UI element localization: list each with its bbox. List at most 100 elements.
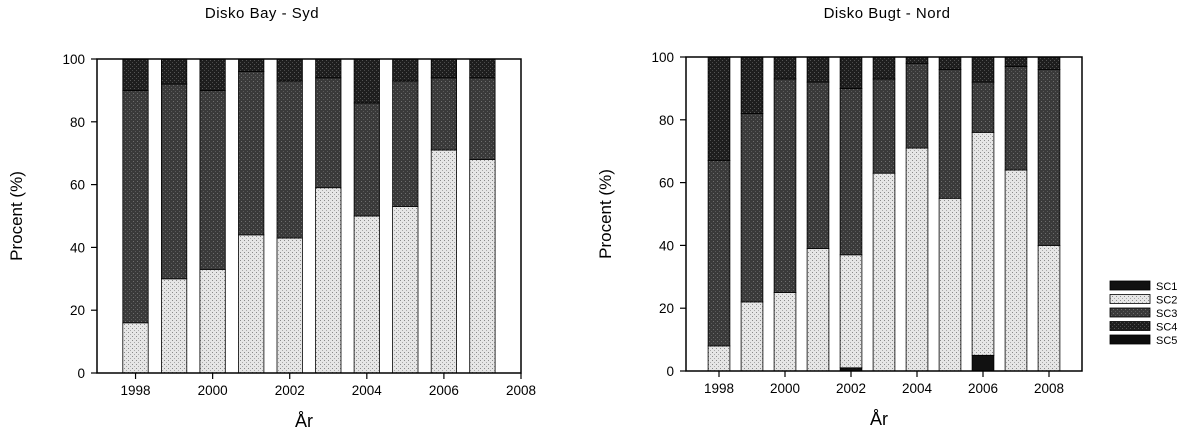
bar-segment-sc2-1998 <box>707 345 731 372</box>
bar-segment-sc4-2006 <box>971 56 995 83</box>
legend-swatch-sc1 <box>1109 280 1151 291</box>
bar-segment-sc2-2006 <box>430 149 458 374</box>
plot-frame <box>96 58 522 374</box>
bar-segment-sc3-2004 <box>353 102 380 217</box>
bar-segment-sc3-2003 <box>872 78 896 174</box>
bar-segment-sc2-2001 <box>238 234 265 374</box>
legend-swatch-sc2 <box>1109 294 1151 304</box>
y-tick-label: 100 <box>651 50 674 65</box>
legend-label-sc3: SC3 <box>1156 308 1177 320</box>
y-tick-label: 80 <box>659 113 674 128</box>
bar-segment-sc4-1999 <box>740 56 764 114</box>
bar-segment-sc2-2000 <box>773 292 797 372</box>
bar-segment-sc4-2004 <box>353 58 380 104</box>
bar-segment-sc2-2004 <box>905 147 929 372</box>
legend-swatch-sc5 <box>1109 334 1151 345</box>
legend-label-sc4: SC4 <box>1156 322 1177 334</box>
bar-segment-sc1-2006 <box>971 354 995 372</box>
bar-segment-sc2-2005 <box>938 197 962 372</box>
bar-segment-sc2-2007 <box>469 159 496 374</box>
y-tick-label: 60 <box>70 178 85 193</box>
legend-label-sc5: SC5 <box>1156 335 1177 347</box>
bar-segment-sc4-2000 <box>773 56 797 80</box>
x-tick-label: 2002 <box>275 383 305 398</box>
bar-segment-sc4-2008 <box>1037 56 1061 71</box>
bar-segment-sc3-2005 <box>392 80 419 207</box>
bar-segment-sc4-2002 <box>276 58 303 82</box>
bar-segment-sc2-2006 <box>971 131 995 356</box>
x-tick-label: 1998 <box>704 381 734 396</box>
legend-label-sc2: SC2 <box>1156 295 1177 307</box>
bar-segment-sc4-2006 <box>430 58 458 79</box>
bar-segment-sc4-2003 <box>872 56 896 80</box>
x-tick-label: 2008 <box>506 383 536 398</box>
bar-segment-sc3-2005 <box>938 69 962 199</box>
bar-segment-sc4-1999 <box>160 58 188 85</box>
bar-segment-sc2-1999 <box>160 278 188 374</box>
bar-segment-sc3-2007 <box>469 77 496 160</box>
bar-segment-sc3-1998 <box>122 90 149 324</box>
bar-segment-sc4-2001 <box>806 56 830 83</box>
y-axis-label: Procent (%) <box>7 171 26 261</box>
bar-segment-sc2-2001 <box>806 248 830 372</box>
y-tick-label: 40 <box>659 238 674 253</box>
y-tick-label: 0 <box>666 364 674 379</box>
x-tick-label: 2004 <box>352 383 383 398</box>
x-tick-label: 1998 <box>121 383 151 398</box>
bar-segment-sc4-2005 <box>392 58 419 82</box>
bar-segment-sc4-2003 <box>315 58 342 79</box>
y-tick-label: 40 <box>70 240 85 255</box>
legend-swatch-sc3 <box>1109 307 1151 318</box>
y-tick-label: 100 <box>62 52 85 67</box>
bar-segment-sc4-1998 <box>122 58 149 91</box>
bar-segment-sc3-2006 <box>971 81 995 133</box>
bar-segment-sc3-2003 <box>315 77 342 189</box>
plot-frame <box>685 56 1083 372</box>
x-tick-label: 2006 <box>429 383 459 398</box>
bar-segment-sc4-2002 <box>839 56 863 89</box>
bar-segment-sc2-2004 <box>353 215 380 374</box>
bar-segment-sc4-2000 <box>199 58 226 91</box>
y-tick-label: 60 <box>659 176 674 191</box>
bar-segment-sc4-2007 <box>469 58 496 79</box>
bar-segment-sc2-2008 <box>1037 244 1061 372</box>
y-tick-label: 0 <box>77 366 85 381</box>
bar-segment-sc3-1998 <box>707 160 731 347</box>
y-axis-label: Procent (%) <box>596 169 615 259</box>
bar-segment-sc2-2003 <box>315 187 342 374</box>
bar-segment-sc4-1998 <box>707 56 731 161</box>
bar-segment-sc2-2002 <box>276 237 303 374</box>
bar-segment-sc3-2001 <box>806 81 830 249</box>
bar-segment-sc2-2003 <box>872 172 896 372</box>
bar-segment-sc3-2002 <box>839 88 863 256</box>
chart-panel-disko-bay-syd: Disko Bay - Syd 0 20 40 60 80 100 1998 2000 2002 2… <box>7 5 536 431</box>
bar-segment-sc3-2000 <box>773 78 797 293</box>
bar-segment-sc4-2005 <box>938 56 962 71</box>
legend-swatch-sc4 <box>1109 321 1151 331</box>
chart-title: Disko Bugt - Nord <box>824 5 951 22</box>
x-tick-label: 2006 <box>968 381 998 396</box>
x-axis-label: År <box>295 411 313 431</box>
bar-segment-sc2-2005 <box>392 206 419 374</box>
bar-segment-sc3-2002 <box>276 80 303 239</box>
x-tick-label: 2002 <box>836 381 866 396</box>
bar-segment-sc3-2007 <box>1004 66 1028 171</box>
y-tick-label: 20 <box>70 303 85 318</box>
bar-segment-sc2-2002 <box>839 254 863 369</box>
bar-segment-sc4-2007 <box>1004 56 1028 67</box>
bar-segment-sc3-2008 <box>1037 69 1061 246</box>
bar-segment-sc3-2001 <box>238 71 265 236</box>
bar-segment-sc2-1998 <box>122 322 149 374</box>
bar-segment-sc4-2004 <box>905 56 929 64</box>
bar-segment-sc2-2007 <box>1004 169 1028 372</box>
bar-segment-sc2-2000 <box>199 268 226 374</box>
bar-segment-sc3-2006 <box>430 77 458 151</box>
x-tick-label: 2000 <box>198 383 228 398</box>
y-tick-label: 20 <box>659 301 674 316</box>
x-tick-label: 2000 <box>770 381 800 396</box>
bar-segment-sc3-2000 <box>199 90 226 270</box>
bar-segment-sc3-2004 <box>905 62 929 149</box>
x-tick-label: 2004 <box>902 381 933 396</box>
